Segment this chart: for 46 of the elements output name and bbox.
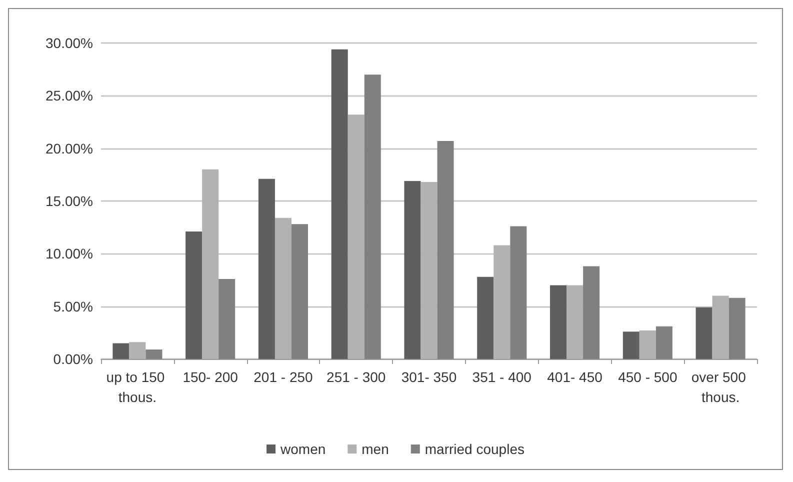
bar xyxy=(146,350,162,359)
x-tick-label: 301- 350 xyxy=(401,369,457,385)
y-tick-label: 0.00% xyxy=(53,351,93,367)
x-tick-label: 150- 200 xyxy=(182,369,238,385)
bar xyxy=(112,343,130,359)
bar xyxy=(129,342,146,359)
bar xyxy=(218,278,236,359)
bar xyxy=(656,326,672,359)
bar xyxy=(510,226,527,359)
bar xyxy=(420,182,438,359)
bar xyxy=(437,140,454,359)
x-tick-label: up to 150 thous. xyxy=(106,369,169,405)
bar xyxy=(364,74,381,359)
bar xyxy=(583,266,600,359)
bar xyxy=(258,178,275,359)
bar xyxy=(331,49,348,359)
x-tick-label: 251 - 300 xyxy=(326,369,386,385)
bar xyxy=(274,218,292,359)
bar xyxy=(477,276,494,359)
y-tick-label: 10.00% xyxy=(46,246,93,262)
bar xyxy=(348,114,364,359)
bar xyxy=(696,307,712,359)
bar xyxy=(494,245,510,359)
x-tick-label: 450 - 500 xyxy=(618,369,678,385)
y-tick-label: 25.00% xyxy=(46,88,93,104)
x-tick-label: 401- 450 xyxy=(547,369,603,385)
bar xyxy=(404,180,421,359)
y-tick-label: 20.00% xyxy=(46,140,93,156)
x-tick-label: over 500 thous. xyxy=(691,369,750,405)
legend-label: women xyxy=(280,441,326,457)
bar xyxy=(712,296,729,359)
legend-label: men xyxy=(362,441,389,457)
y-tick-label: 15.00% xyxy=(46,193,93,209)
legend-label: married couples xyxy=(424,441,524,457)
bar xyxy=(566,285,584,359)
bar xyxy=(202,169,219,359)
y-tick-label: 5.00% xyxy=(53,298,93,314)
y-tick-label: 30.00% xyxy=(46,35,93,51)
bar xyxy=(728,298,746,359)
x-tick-label: 201 - 250 xyxy=(254,369,314,385)
bar xyxy=(291,224,308,359)
bar xyxy=(186,232,202,359)
bar xyxy=(639,330,656,359)
x-tick-label: 351 - 400 xyxy=(472,369,532,385)
bar xyxy=(550,285,567,359)
bar xyxy=(622,332,640,359)
